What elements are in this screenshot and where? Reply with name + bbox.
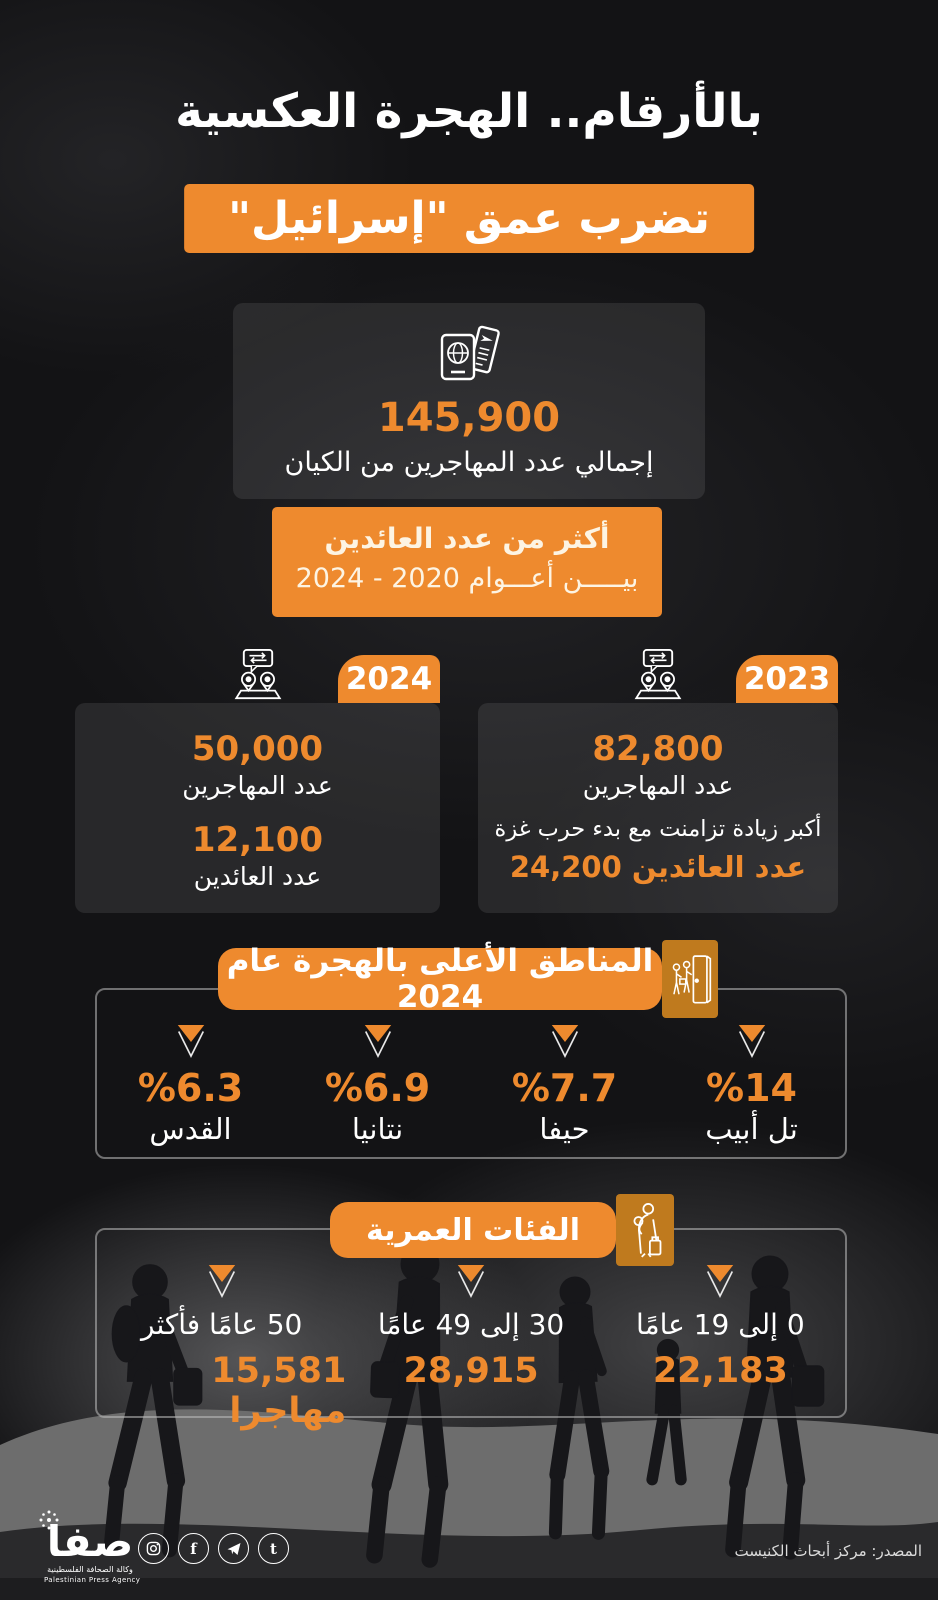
migrants-2023-value: 82,800 <box>592 729 724 769</box>
logo-subtitle-ar: وكالة الصحافة الفلسطينية <box>47 1565 133 1574</box>
returnees-2023-line: 24,200 عدد العائدين <box>509 850 807 884</box>
source-credit: المصدر: مركز أبحاث الكنيست <box>734 1542 922 1560</box>
age-value: 15,581 مهاجرا <box>211 1351 347 1431</box>
down-arrow-icon <box>703 1262 737 1304</box>
down-arrow-icon <box>205 1262 239 1304</box>
age-group-0-19: 0 إلى 19 عامًا 22,183 <box>596 1230 845 1391</box>
regions-section-title: المناطق الأعلى بالهجرة عام 2024 <box>218 943 662 1015</box>
returnees-2024-value: 12,100 <box>191 820 324 860</box>
region-name: القدس <box>149 1112 232 1146</box>
stats-card-2024: 50,000 عدد المهاجرين 12,100 عدد العائدين <box>75 703 440 913</box>
year-badge-2024: 2024 <box>338 655 440 703</box>
tumblr-icon: t <box>258 1533 289 1564</box>
safa-logo: صفا وكالة الصحافة الفلسطينية Palestinian… <box>39 1510 141 1584</box>
region-percent: %6.3 <box>137 1066 244 1110</box>
down-arrow-icon <box>454 1262 488 1304</box>
exit-door-icon <box>662 940 718 1018</box>
comparison-line1: أكثر من عدد العائدين <box>324 522 610 555</box>
region-percent: %14 <box>706 1066 797 1110</box>
region-netanya: %6.9 نتانيا <box>284 990 471 1146</box>
stats-card-2023: 82,800 عدد المهاجرين أكبر زيادة تزامنت م… <box>478 703 838 913</box>
gaza-war-note: أكبر زيادة تزامنت مع بدء حرب غزة <box>494 816 822 842</box>
logo-subtitle-en: Palestinian Press Agency <box>44 1576 141 1584</box>
subtitle-banner: تضرب عمق "إسرائيل" <box>184 184 754 253</box>
migrant-with-child-icon <box>616 1194 674 1266</box>
social-icons: f t <box>138 1533 289 1564</box>
region-name: تل أبيب <box>705 1112 798 1146</box>
returnees-2024-label: عدد العائدين <box>193 862 322 891</box>
age-range: 30 إلى 49 عامًا <box>377 1308 565 1341</box>
age-range: 0 إلى 19 عامًا <box>636 1308 805 1341</box>
year-badge-2023: 2023 <box>736 655 838 703</box>
migrants-2024-label: عدد المهاجرين <box>182 771 333 800</box>
region-jerusalem: %6.3 القدس <box>97 990 284 1146</box>
age-group-30-49: 30 إلى 49 عامًا 28,915 <box>346 1230 595 1391</box>
age-range: 50 عامًا فأكثر <box>141 1308 303 1341</box>
region-telaviv: %14 تل أبيب <box>658 990 845 1146</box>
total-migrants-label: إجمالي عدد المهاجرين من الكيان <box>284 447 654 478</box>
migrants-2023-label: عدد المهاجرين <box>582 771 734 800</box>
instagram-icon <box>138 1533 169 1564</box>
facebook-icon: f <box>178 1533 209 1564</box>
age-group-50-plus: 50 عامًا فأكثر 15,581 مهاجرا <box>97 1230 346 1431</box>
migration-people-icon <box>223 648 293 707</box>
region-name: نتانيا <box>351 1112 404 1146</box>
ages-panel: 0 إلى 19 عامًا 22,183 30 إلى 49 عامًا 28… <box>95 1228 847 1431</box>
region-percent: %7.7 <box>511 1066 618 1110</box>
region-haifa: %7.7 حيفا <box>471 990 658 1146</box>
comparison-banner: أكثر من عدد العائدين بيـــــن أعـــوام 2… <box>272 507 662 617</box>
footer: صفا وكالة الصحافة الفلسطينية Palestinian… <box>0 1480 938 1600</box>
down-arrow-icon <box>735 1022 769 1064</box>
year-card-2024: 2024 50,000 عدد المهاجرين 12,100 عدد الع… <box>75 648 440 913</box>
migrants-2024-value: 50,000 <box>191 729 324 769</box>
down-arrow-icon <box>361 1022 395 1064</box>
comparison-line2: بيـــــن أعـــوام 2020 - 2024 <box>295 563 639 594</box>
age-value: 28,915 <box>403 1351 539 1391</box>
age-value: 22,183 <box>652 1351 788 1391</box>
total-migrants-value: 145,900 <box>377 395 561 441</box>
down-arrow-icon <box>174 1022 208 1064</box>
region-name: حيفا <box>539 1112 590 1146</box>
logo-wordmark: صفا <box>46 1517 134 1566</box>
logo-burst-icon <box>36 1507 62 1537</box>
region-percent: %6.9 <box>324 1066 431 1110</box>
total-migrants-card: 145,900 إجمالي عدد المهاجرين من الكيان <box>233 303 705 499</box>
ages-section-title: الفئات العمرية <box>330 1202 616 1258</box>
telegram-icon <box>218 1533 249 1564</box>
migration-people-icon <box>623 648 693 707</box>
down-arrow-icon <box>548 1022 582 1064</box>
page-title: بالأرقام.. الهجرة العكسية <box>175 84 763 139</box>
year-card-2023: 2023 82,800 عدد المهاجرين أكبر زيادة تزا… <box>478 648 838 913</box>
passport-icon <box>436 323 502 391</box>
